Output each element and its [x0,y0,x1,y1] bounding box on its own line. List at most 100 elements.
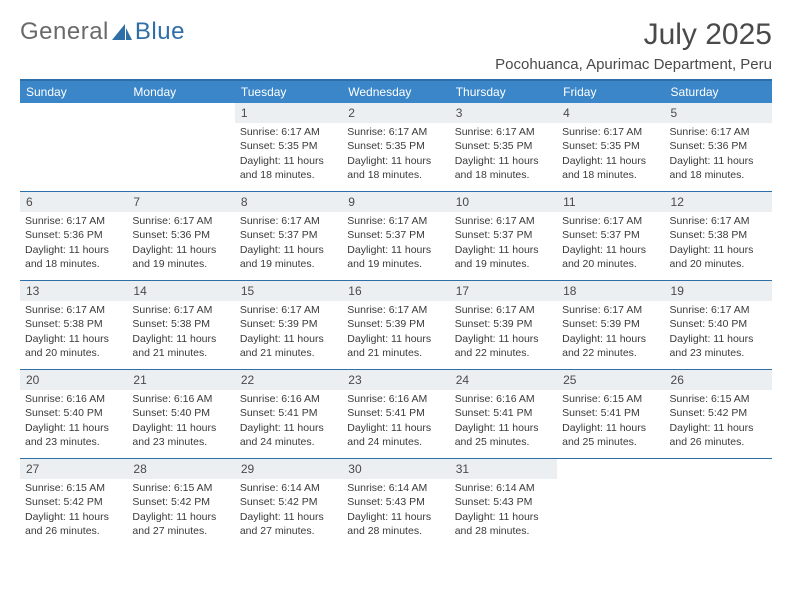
sunrise-line: Sunrise: 6:17 AM [240,303,338,317]
sunrise-line: Sunrise: 6:17 AM [240,125,338,139]
sunrise-line: Sunrise: 6:17 AM [347,214,445,228]
week-row: 20Sunrise: 6:16 AMSunset: 5:40 PMDayligh… [20,369,772,458]
sunset-line: Sunset: 5:42 PM [25,495,123,509]
day-body: Sunrise: 6:16 AMSunset: 5:40 PMDaylight:… [20,390,127,453]
day-body: Sunrise: 6:17 AMSunset: 5:38 PMDaylight:… [127,301,234,364]
day-number: 6 [20,192,127,212]
day-body: Sunrise: 6:17 AMSunset: 5:40 PMDaylight:… [665,301,772,364]
day-number: 21 [127,370,234,390]
day-body: Sunrise: 6:16 AMSunset: 5:41 PMDaylight:… [235,390,342,453]
day-number: 1 [235,103,342,123]
day-number: 18 [557,281,664,301]
sunset-line: Sunset: 5:37 PM [240,228,338,242]
daylight-line: Daylight: 11 hours and 19 minutes. [347,243,445,271]
day-body: Sunrise: 6:17 AMSunset: 5:37 PMDaylight:… [235,212,342,275]
day-cell-blank [557,459,664,547]
sunrise-line: Sunrise: 6:17 AM [455,303,553,317]
day-cell: 13 Sunrise: 6:17 AMSunset: 5:38 PMDayligh… [20,281,127,369]
logo-sail-icon [111,22,133,42]
sunrise-line: Sunrise: 6:17 AM [347,125,445,139]
calendar: Sunday Monday Tuesday Wednesday Thursday… [20,79,772,547]
day-body: Sunrise: 6:17 AMSunset: 5:35 PMDaylight:… [557,123,664,186]
sunset-line: Sunset: 5:40 PM [25,406,123,420]
daylight-line: Daylight: 11 hours and 20 minutes. [562,243,660,271]
sunset-line: Sunset: 5:36 PM [25,228,123,242]
weekday-header: Sunday [20,81,127,103]
day-number: 26 [665,370,772,390]
sunset-line: Sunset: 5:38 PM [132,317,230,331]
day-body: Sunrise: 6:17 AMSunset: 5:39 PMDaylight:… [235,301,342,364]
day-cell: 19Sunrise: 6:17 AMSunset: 5:40 PMDayligh… [665,281,772,369]
day-number: 23 [342,370,449,390]
sunset-line: Sunset: 5:41 PM [240,406,338,420]
daylight-line: Daylight: 11 hours and 24 minutes. [347,421,445,449]
day-cell: 27 Sunrise: 6:15 AMSunset: 5:42 PMDayligh… [20,459,127,547]
sunset-line: Sunset: 5:43 PM [455,495,553,509]
daylight-line: Daylight: 11 hours and 27 minutes. [132,510,230,538]
sunrise-line: Sunrise: 6:15 AM [562,392,660,406]
day-cell: 30Sunrise: 6:14 AMSunset: 5:43 PMDayligh… [342,459,449,547]
day-body: Sunrise: 6:16 AMSunset: 5:41 PMDaylight:… [450,390,557,453]
day-number: 27 [20,459,127,479]
daylight-line: Daylight: 11 hours and 28 minutes. [347,510,445,538]
sunset-line: Sunset: 5:36 PM [132,228,230,242]
sunrise-line: Sunrise: 6:14 AM [455,481,553,495]
sunset-line: Sunset: 5:37 PM [347,228,445,242]
sunset-line: Sunset: 5:35 PM [240,139,338,153]
header: GeneralBlue July 2025 Pocohuanca, Apurim… [20,18,772,73]
daylight-line: Daylight: 11 hours and 23 minutes. [25,421,123,449]
day-number: 29 [235,459,342,479]
sunset-line: Sunset: 5:42 PM [240,495,338,509]
sunrise-line: Sunrise: 6:16 AM [455,392,553,406]
sunset-line: Sunset: 5:39 PM [562,317,660,331]
day-cell: 11Sunrise: 6:17 AMSunset: 5:37 PMDayligh… [557,192,664,280]
sunrise-line: Sunrise: 6:17 AM [240,214,338,228]
sunset-line: Sunset: 5:38 PM [25,317,123,331]
sunrise-line: Sunrise: 6:17 AM [25,303,123,317]
sunrise-line: Sunrise: 6:17 AM [455,214,553,228]
sunrise-line: Sunrise: 6:17 AM [562,125,660,139]
daylight-line: Daylight: 11 hours and 19 minutes. [455,243,553,271]
sunrise-line: Sunrise: 6:14 AM [347,481,445,495]
day-cell: 14Sunrise: 6:17 AMSunset: 5:38 PMDayligh… [127,281,234,369]
day-cell: 24Sunrise: 6:16 AMSunset: 5:41 PMDayligh… [450,370,557,458]
day-number: 8 [235,192,342,212]
sunrise-line: Sunrise: 6:16 AM [347,392,445,406]
sunset-line: Sunset: 5:43 PM [347,495,445,509]
day-cell: 25Sunrise: 6:15 AMSunset: 5:41 PMDayligh… [557,370,664,458]
sunset-line: Sunset: 5:41 PM [455,406,553,420]
day-cell: 29Sunrise: 6:14 AMSunset: 5:42 PMDayligh… [235,459,342,547]
day-number: 19 [665,281,772,301]
sunrise-line: Sunrise: 6:17 AM [670,125,768,139]
day-number: 13 [20,281,127,301]
sunset-line: Sunset: 5:40 PM [670,317,768,331]
sunrise-line: Sunrise: 6:17 AM [132,303,230,317]
day-cell: 12Sunrise: 6:17 AMSunset: 5:38 PMDayligh… [665,192,772,280]
week-row: 13Sunrise: 6:17 AMSunset: 5:38 PMDayligh… [20,280,772,369]
weekday-header: Monday [127,81,234,103]
day-body: Sunrise: 6:14 AMSunset: 5:43 PMDaylight:… [450,479,557,542]
day-number: 15 [235,281,342,301]
daylight-line: Daylight: 11 hours and 18 minutes. [670,154,768,182]
daylight-line: Daylight: 11 hours and 26 minutes. [25,510,123,538]
day-body: Sunrise: 6:15 AMSunset: 5:41 PMDaylight:… [557,390,664,453]
day-number: 10 [450,192,557,212]
logo: GeneralBlue [20,18,185,46]
week-row: 1Sunrise: 6:17 AMSunset: 5:35 PMDaylight… [20,103,772,191]
weekday-header: Wednesday [342,81,449,103]
sunset-line: Sunset: 5:37 PM [562,228,660,242]
weekday-header: Tuesday [235,81,342,103]
sunrise-line: Sunrise: 6:15 AM [25,481,123,495]
daylight-line: Daylight: 11 hours and 18 minutes. [455,154,553,182]
weekday-header-row: Sunday Monday Tuesday Wednesday Thursday… [20,81,772,103]
day-body: Sunrise: 6:16 AMSunset: 5:40 PMDaylight:… [127,390,234,453]
day-body: Sunrise: 6:17 AMSunset: 5:37 PMDaylight:… [557,212,664,275]
day-cell: 2Sunrise: 6:17 AMSunset: 5:35 PMDaylight… [342,103,449,191]
daylight-line: Daylight: 11 hours and 23 minutes. [132,421,230,449]
sunset-line: Sunset: 5:36 PM [670,139,768,153]
daylight-line: Daylight: 11 hours and 20 minutes. [25,332,123,360]
daylight-line: Daylight: 11 hours and 26 minutes. [670,421,768,449]
day-body: Sunrise: 6:14 AMSunset: 5:43 PMDaylight:… [342,479,449,542]
sunset-line: Sunset: 5:35 PM [562,139,660,153]
day-number: 25 [557,370,664,390]
